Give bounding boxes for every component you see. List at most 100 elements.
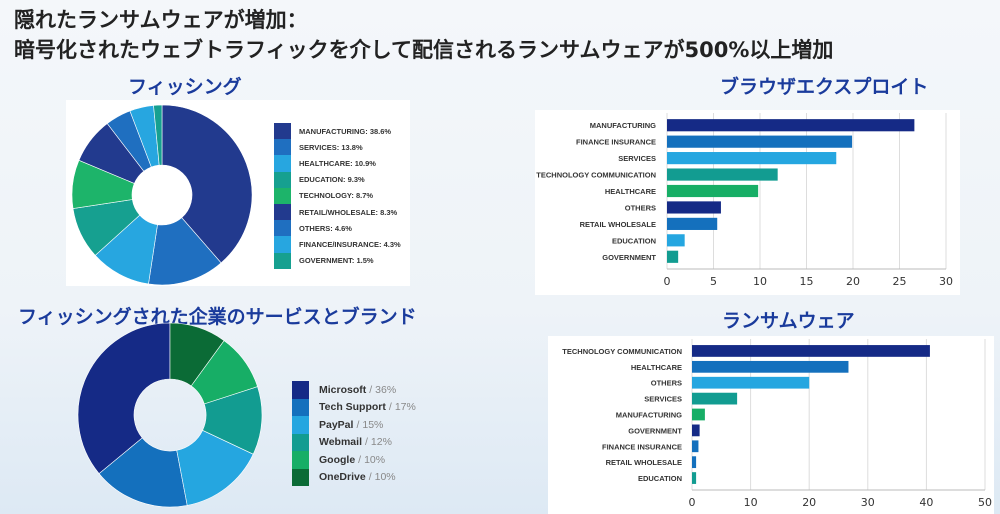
phishing-legend: MANUFACTURING: 38.6% SERVICES: 13.8% HEALT… [274, 123, 401, 269]
legend-label: GOVERNMENT: 1.5% [299, 256, 374, 266]
category-label: SERVICES [618, 154, 656, 163]
legend-item: RETAIL/WHOLESALE: 8.3% [274, 203, 401, 221]
legend-swatch [292, 416, 309, 434]
category-label: TECHNOLOGY COMMUNICATION [562, 347, 682, 356]
legend-percent: 15% [362, 418, 384, 431]
x-tick-label: 0 [664, 275, 671, 288]
bar-education [667, 234, 685, 247]
legend-swatch [292, 433, 309, 451]
brands-title: フィッシングされた企業のサービスとブランド [18, 306, 417, 328]
x-tick-label: 20 [802, 496, 816, 509]
legend-swatch [274, 155, 291, 172]
x-tick-label: 50 [978, 496, 992, 509]
x-tick-label: 40 [919, 496, 933, 509]
category-label: EDUCATION [612, 236, 656, 245]
donut-slice-0-0 [161, 104, 253, 264]
legend-percent: 17% [394, 401, 416, 414]
phishing-title: フィッシング [128, 76, 242, 98]
legend-item: HEALTHCARE: 10.9% [274, 155, 401, 172]
legend-item: EDUCATION: 9.3% [274, 171, 401, 188]
legend-label: Microsoft [319, 383, 367, 396]
category-label: TECHNOLOGY COMMUNICATION [536, 171, 656, 180]
x-tick-label: 0 [689, 496, 696, 509]
category-label: RETAIL WHOLESALE [580, 220, 656, 229]
legend-swatch [274, 187, 291, 204]
category-label: MANUFACTURING [590, 121, 656, 130]
category-label: HEALTHCARE [631, 363, 682, 372]
bar-finance-insurance [692, 440, 699, 453]
legend-item: OTHERS: 4.6% [274, 220, 401, 237]
legend-swatch [292, 381, 309, 399]
x-tick-label: 20 [846, 275, 860, 288]
bar-government [692, 424, 700, 437]
donut-slice-2-1 [98, 437, 188, 508]
bar-services [692, 392, 738, 405]
legend-item: SERVICES: 13.8% [274, 139, 401, 156]
legend-label: OTHERS: 4.6% [299, 223, 352, 233]
bar-services [667, 152, 837, 165]
x-tick-label: 5 [710, 275, 717, 288]
category-label: GOVERNMENT [628, 426, 682, 435]
brands-legend: Microsoft/36% Tech Support/17% PayPal/15% W… [292, 381, 416, 486]
bar-healthcare [692, 360, 849, 373]
bar-manufacturing [667, 119, 915, 132]
x-tick-label: 10 [753, 275, 767, 288]
category-label: RETAIL WHOLESALE [606, 458, 682, 467]
bar-others [692, 376, 810, 389]
legend-swatch [274, 123, 291, 140]
ransomware-title: ランサムウェア [722, 310, 855, 332]
title-line1: 隠れたランサムウェアが増加： [14, 8, 308, 32]
legend-label: TECHNOLOGY: 8.7% [299, 191, 374, 201]
x-tick-label: 25 [893, 275, 907, 288]
legend-percent: 12% [370, 436, 392, 449]
bar-others [667, 201, 721, 214]
category-label: OTHERS [625, 203, 656, 212]
legend-swatch [292, 398, 309, 416]
legend-item: Google/10% [292, 451, 416, 469]
bar-retail-wholesale [692, 456, 697, 469]
legend-label: PayPal [319, 418, 354, 431]
category-label: GOVERNMENT [602, 253, 656, 262]
legend-label: OneDrive [319, 471, 366, 484]
legend-swatch [274, 252, 291, 269]
legend-label: Webmail [319, 436, 362, 449]
legend-item: PayPal/15% [292, 416, 416, 434]
legend-label: FINANCE/INSURANCE: 4.3% [299, 239, 401, 249]
legend-label: RETAIL/WHOLESALE: 8.3% [299, 207, 398, 217]
legend-label: Google [319, 453, 356, 466]
category-label: HEALTHCARE [605, 187, 656, 196]
bar-retail-wholesale [667, 217, 718, 230]
legend-swatch [274, 203, 291, 221]
legend-swatch [292, 468, 309, 486]
legend-item: OneDrive/10% [292, 468, 416, 486]
bar-technology-communication [692, 345, 930, 357]
legend-percent: 36% [375, 383, 397, 396]
legend-label: HEALTHCARE: 10.9% [299, 158, 376, 168]
donut-slice-2-5 [169, 322, 225, 387]
x-tick-label: 10 [744, 496, 758, 509]
x-tick-label: 30 [939, 275, 953, 288]
legend-swatch [274, 139, 291, 156]
legend-swatch [274, 220, 291, 237]
legend-item: Microsoft/36% [292, 381, 416, 399]
bar-government [667, 250, 679, 263]
legend-item: FINANCE/INSURANCE: 4.3% [274, 236, 401, 253]
browser-exploit-title: ブラウザエクスプロイト [720, 76, 929, 98]
category-label: MANUFACTURING [616, 411, 682, 420]
legend-percent: 10% [374, 471, 396, 484]
category-label: FINANCE INSURANCE [602, 442, 682, 451]
x-tick-label: 30 [861, 496, 875, 509]
bar-manufacturing [692, 408, 705, 421]
category-label: SERVICES [644, 395, 682, 404]
title-line2: 暗号化されたウェブトラフィックを介して配信されるランサムウェアが500%以上増加 [14, 38, 834, 62]
legend-swatch [274, 171, 291, 188]
bar-education [692, 472, 697, 484]
legend-item: MANUFACTURING: 38.6% [274, 123, 401, 140]
legend-percent: 10% [364, 453, 386, 466]
legend-item: Webmail/12% [292, 433, 416, 451]
legend-item: TECHNOLOGY: 8.7% [274, 187, 401, 204]
donut-slice-2-0 [77, 322, 171, 475]
category-label: FINANCE INSURANCE [576, 138, 656, 147]
category-label: EDUCATION [638, 474, 682, 483]
